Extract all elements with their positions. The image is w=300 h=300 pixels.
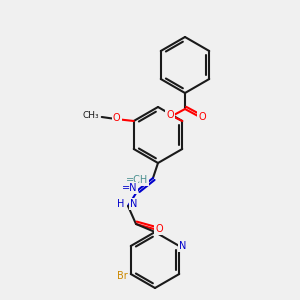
Text: CH₃: CH₃ (82, 112, 99, 121)
Text: =N: =N (122, 183, 137, 193)
Text: O: O (155, 224, 163, 234)
Text: O: O (113, 113, 121, 123)
Text: N: N (130, 199, 137, 209)
Text: O: O (198, 112, 206, 122)
Text: =CH: =CH (126, 175, 148, 185)
Text: N: N (178, 241, 186, 251)
Text: H: H (117, 199, 124, 209)
Text: Br: Br (117, 271, 128, 281)
Text: O: O (166, 110, 174, 120)
